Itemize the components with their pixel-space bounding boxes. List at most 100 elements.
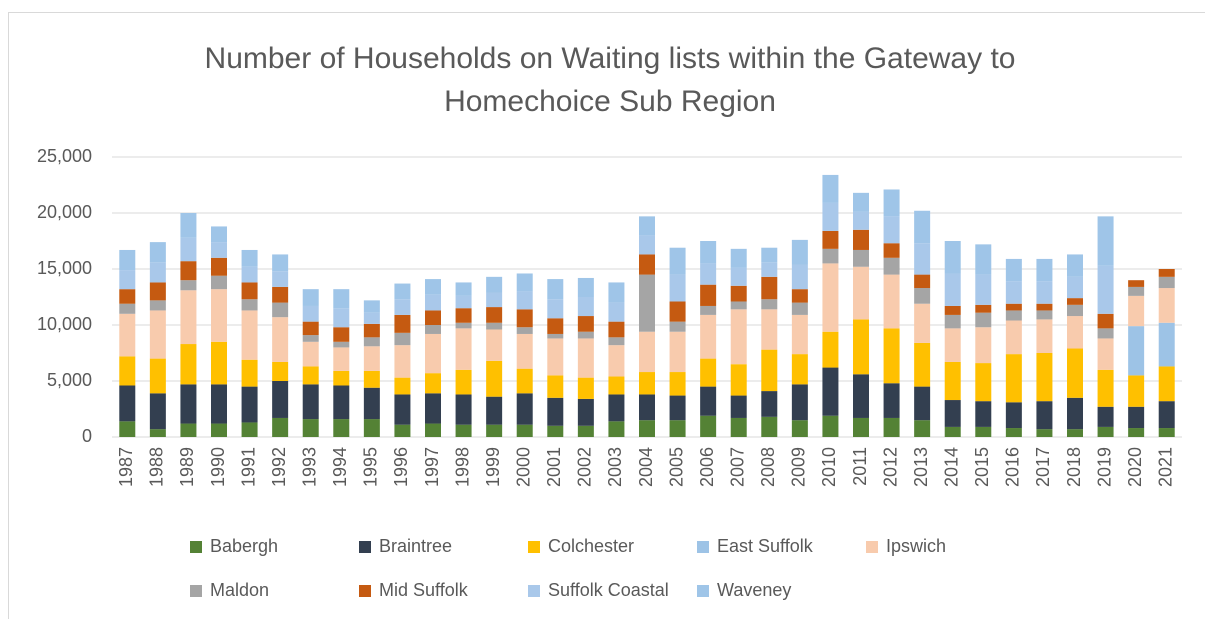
bar-segment	[394, 377, 411, 395]
y-tick-label: 5,000	[47, 370, 92, 390]
bar-segment	[425, 373, 441, 394]
x-tick-label: 1995	[361, 447, 381, 487]
bar-segment	[241, 249, 258, 267]
bar-segment	[761, 276, 778, 300]
bar-segment	[425, 310, 441, 325]
bar-segment	[394, 299, 411, 315]
bar-segment	[1097, 426, 1114, 437]
legend-swatch	[359, 585, 371, 597]
bar-segment	[486, 307, 503, 323]
bar-segment	[394, 314, 411, 333]
legend-label: Mid Suffolk	[379, 580, 469, 600]
x-tick-label: 1998	[452, 447, 472, 487]
bar-segment	[241, 282, 258, 300]
x-tick-label: 2004	[636, 447, 656, 487]
x-tick-label: 1988	[147, 447, 167, 487]
bar-segment	[211, 257, 227, 276]
bar-segment	[1005, 258, 1022, 282]
bar-segment	[639, 216, 655, 236]
bar-segment	[180, 213, 197, 238]
bar-segment	[914, 288, 931, 304]
bar-segment	[761, 416, 778, 437]
legend-label: Ipswich	[886, 536, 946, 556]
bar-segment	[302, 321, 319, 336]
bar-segment	[730, 364, 747, 396]
bar-segment	[700, 386, 717, 416]
bar-segment	[883, 189, 900, 217]
x-tick-label: 1991	[238, 447, 258, 487]
bar-segment	[363, 300, 380, 313]
bar-segment	[914, 210, 931, 244]
bar-segment	[1158, 269, 1175, 277]
x-tick-label: 1989	[177, 447, 197, 487]
x-tick-label: 1999	[483, 447, 503, 487]
x-tick-label: 2003	[605, 447, 625, 487]
bar-segment	[149, 393, 166, 430]
bar-segment	[486, 329, 503, 361]
bar-segment	[547, 425, 564, 437]
bar-segment	[119, 249, 136, 271]
bar-segment	[608, 337, 625, 346]
legend-swatch	[697, 541, 709, 553]
bar-segment	[1128, 406, 1145, 429]
x-tick-label: 2019	[1094, 447, 1114, 487]
bar-segment	[608, 376, 625, 395]
bar-segment	[608, 421, 625, 437]
bar-segment	[516, 393, 533, 425]
bar-segment	[1067, 254, 1083, 277]
bar-segment	[119, 313, 136, 357]
bar-segment	[730, 417, 747, 437]
bar-segment	[822, 174, 839, 203]
bar-segment	[302, 289, 319, 306]
bar-segment	[211, 289, 227, 342]
legend-label: Suffolk Coastal	[548, 580, 669, 600]
bar-segment	[700, 314, 717, 359]
bar-segment	[455, 424, 472, 437]
bar-segment	[669, 321, 686, 332]
bar-segment	[363, 337, 380, 347]
bar-segment	[211, 384, 227, 424]
bar-segment	[333, 385, 350, 420]
bar-segment	[700, 241, 717, 264]
legend-swatch	[190, 541, 202, 553]
x-tick-label: 2001	[544, 447, 564, 487]
bar-segment	[547, 299, 564, 319]
bar-segment	[853, 249, 869, 267]
bar-segment	[1158, 276, 1175, 289]
bar-segment	[1128, 375, 1145, 407]
bar-segment	[883, 274, 900, 329]
bar-segment	[608, 345, 625, 377]
bar-segment	[1097, 328, 1114, 339]
bar-segment	[211, 275, 227, 290]
bar-segment	[149, 282, 166, 301]
bar-segment	[853, 266, 869, 320]
bar-segment	[944, 361, 961, 401]
bar-segment	[211, 423, 227, 437]
bar-segment	[639, 372, 655, 395]
legend-swatch	[528, 541, 540, 553]
bar-segment	[853, 192, 869, 212]
bar-segment	[975, 312, 992, 328]
bar-segment	[822, 331, 839, 368]
x-tick-label: 2013	[911, 447, 931, 487]
bar-segment	[241, 299, 258, 311]
y-tick-label: 0	[82, 426, 92, 446]
bar-segment	[272, 361, 289, 381]
bar-segment	[1005, 354, 1022, 403]
bar-segment	[486, 322, 503, 330]
bar-segment	[394, 394, 411, 425]
bar-segment	[119, 303, 136, 314]
bar-segment	[791, 264, 808, 290]
bar-segment	[975, 363, 992, 402]
bar-segment	[1158, 428, 1175, 437]
bar-segment	[119, 270, 136, 290]
bar-segment	[730, 285, 747, 302]
bar-segment	[730, 248, 747, 268]
x-tick-label: 1994	[330, 447, 350, 487]
bar-segment	[1158, 401, 1175, 429]
bar-segment	[455, 394, 472, 425]
bar-segment	[914, 342, 931, 387]
bar-segment	[272, 381, 289, 418]
bar-segment	[1158, 288, 1175, 323]
legend-label: Braintree	[379, 536, 452, 556]
